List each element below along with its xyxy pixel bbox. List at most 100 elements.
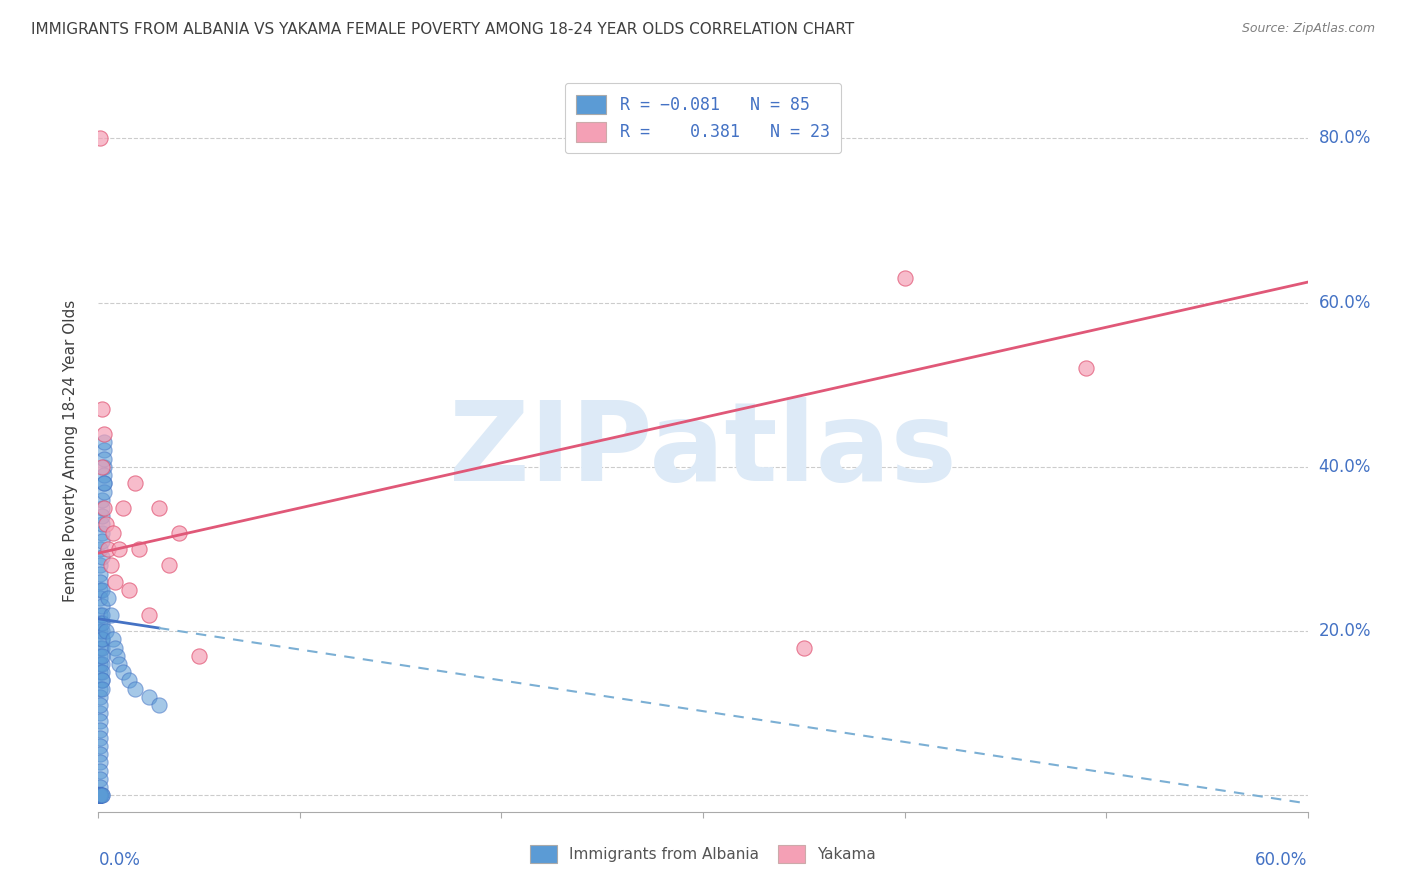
Point — [89, 789, 111, 803]
Point — [111, 500, 134, 515]
Point — [89, 789, 111, 803]
Point — [89, 789, 111, 803]
Point — [148, 500, 170, 515]
Point — [103, 574, 125, 589]
Point — [91, 500, 114, 515]
Point — [97, 541, 120, 556]
Point — [101, 525, 124, 540]
Point — [89, 756, 111, 770]
Point — [91, 550, 114, 565]
Point — [138, 690, 160, 704]
Point — [91, 789, 114, 803]
Point — [188, 648, 211, 663]
Point — [93, 468, 115, 483]
Point — [91, 509, 114, 524]
Point — [89, 566, 111, 581]
Point — [124, 681, 146, 696]
Point — [89, 789, 111, 803]
Point — [167, 525, 190, 540]
Point — [89, 624, 111, 639]
Point — [89, 698, 111, 712]
Y-axis label: Female Poverty Among 18-24 Year Olds: Female Poverty Among 18-24 Year Olds — [63, 300, 77, 601]
Point — [107, 541, 129, 556]
Point — [89, 591, 111, 606]
Point — [89, 607, 111, 622]
Point — [97, 591, 120, 606]
Text: 60.0%: 60.0% — [1256, 851, 1308, 869]
Point — [96, 517, 118, 532]
Point — [89, 789, 111, 803]
Point — [91, 525, 114, 540]
Point — [89, 789, 111, 803]
Point — [89, 681, 111, 696]
Point — [93, 476, 115, 491]
Text: ZIPatlas: ZIPatlas — [449, 397, 957, 504]
Point — [91, 673, 114, 688]
Point — [89, 723, 111, 737]
Point — [89, 789, 111, 803]
Point — [105, 648, 128, 663]
Point — [93, 476, 115, 491]
Point — [93, 484, 115, 499]
Point — [91, 582, 114, 597]
Text: Source: ZipAtlas.com: Source: ZipAtlas.com — [1241, 22, 1375, 36]
Point — [91, 402, 114, 417]
Point — [91, 640, 114, 655]
Point — [89, 789, 111, 803]
Point — [93, 459, 115, 474]
Text: 20.0%: 20.0% — [1319, 622, 1371, 640]
Point — [93, 443, 115, 458]
Point — [91, 624, 114, 639]
Point — [93, 500, 115, 515]
Point — [101, 632, 124, 647]
Legend: Immigrants from Albania, Yakama: Immigrants from Albania, Yakama — [523, 839, 883, 869]
Point — [793, 640, 815, 655]
Point — [89, 789, 111, 803]
Point — [100, 607, 122, 622]
Point — [91, 665, 114, 680]
Point — [91, 607, 114, 622]
Point — [93, 451, 115, 466]
Point — [89, 789, 111, 803]
Point — [89, 541, 111, 556]
Point — [93, 427, 115, 442]
Point — [89, 558, 111, 573]
Point — [91, 632, 114, 647]
Point — [89, 764, 111, 778]
Point — [91, 657, 114, 671]
Point — [91, 648, 114, 663]
Text: 0.0%: 0.0% — [98, 851, 141, 869]
Point — [89, 780, 111, 794]
Point — [89, 789, 111, 803]
Point — [91, 599, 114, 614]
Point — [91, 632, 114, 647]
Point — [89, 640, 111, 655]
Point — [124, 476, 146, 491]
Point — [89, 706, 111, 721]
Point — [89, 131, 111, 145]
Point — [89, 789, 111, 803]
Point — [138, 607, 160, 622]
Point — [96, 624, 118, 639]
Point — [91, 681, 114, 696]
Text: 60.0%: 60.0% — [1319, 293, 1371, 311]
Point — [1074, 361, 1097, 376]
Point — [89, 789, 111, 803]
Point — [89, 739, 111, 753]
Point — [118, 582, 141, 597]
Point — [118, 673, 141, 688]
Point — [93, 435, 115, 450]
Point — [91, 517, 114, 532]
Point — [89, 665, 111, 680]
Point — [100, 558, 122, 573]
Text: IMMIGRANTS FROM ALBANIA VS YAKAMA FEMALE POVERTY AMONG 18-24 YEAR OLDS CORRELATI: IMMIGRANTS FROM ALBANIA VS YAKAMA FEMALE… — [31, 22, 855, 37]
Point — [89, 574, 111, 589]
Point — [91, 789, 114, 803]
Point — [107, 657, 129, 671]
Point — [89, 789, 111, 803]
Point — [89, 615, 111, 630]
Point — [91, 459, 114, 474]
Point — [103, 640, 125, 655]
Point — [91, 533, 114, 548]
Text: 80.0%: 80.0% — [1319, 129, 1371, 147]
